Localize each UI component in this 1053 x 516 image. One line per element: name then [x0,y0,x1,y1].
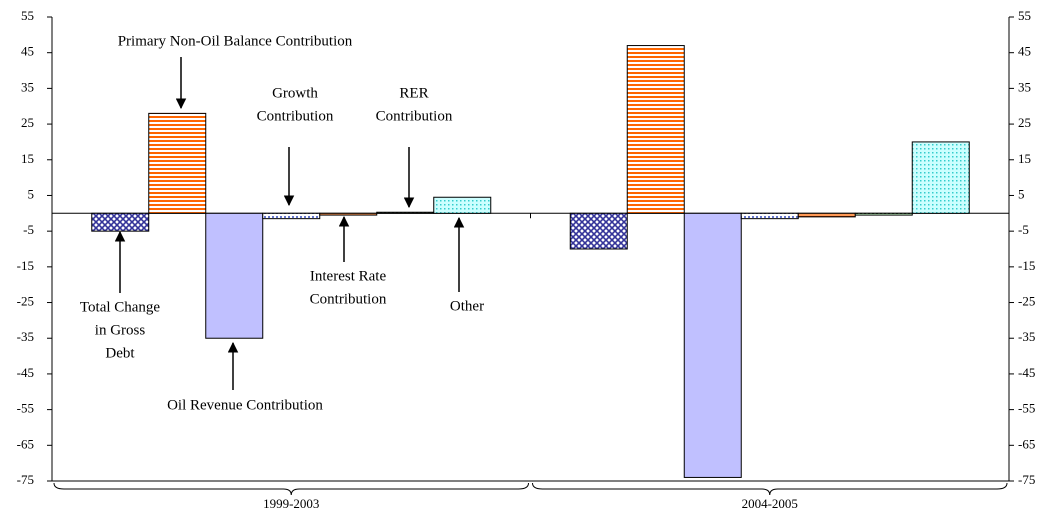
bar [205,212,264,339]
bar [376,211,435,214]
y-tick-label: 35 [21,79,34,94]
annotation: Contribution [257,108,334,124]
bar [911,141,970,214]
bar [433,196,492,214]
annotation: Contribution [310,291,387,307]
y2-tick-label: 25 [1018,115,1031,130]
y2-tick-label: -45 [1018,365,1035,380]
annotation: Contribution [376,108,453,124]
y-tick-label: 15 [21,151,34,166]
y-tick-label: 45 [21,44,34,59]
bar [262,212,321,220]
x-tick-label: 2004-2005 [742,496,798,511]
y-tick-label: -25 [17,294,34,309]
y-tick-label: -15 [17,258,34,273]
annotation: Primary Non-Oil Balance Contribution [118,33,353,49]
bar [569,212,628,250]
bar [626,45,685,214]
y-tick-label: 55 [21,8,34,23]
bar [854,212,913,216]
bar [740,212,799,220]
y2-tick-label: -35 [1018,329,1035,344]
category-brace [53,482,529,496]
annotation: Other [450,298,484,314]
y2-tick-label: 55 [1018,8,1031,23]
bar [91,212,150,232]
y-tick-label: -65 [17,436,34,451]
y-tick-label: -55 [17,401,34,416]
bar [319,212,378,216]
annotation: Interest Rate [310,268,387,284]
y2-tick-label: -25 [1018,294,1035,309]
bar [148,112,207,214]
y2-tick-label: 35 [1018,79,1031,94]
y-tick-label: 25 [21,115,34,130]
y2-tick-label: 5 [1018,186,1025,201]
annotation: Debt [105,345,135,361]
y2-tick-label: -55 [1018,401,1035,416]
y2-tick-label: -75 [1018,472,1035,487]
annotation: Oil Revenue Contribution [167,397,323,413]
annotation: Total Change [80,299,161,315]
annotation: Growth [272,85,318,101]
bar [797,212,856,218]
y2-tick-label: 45 [1018,44,1031,59]
y-tick-label: -5 [23,222,34,237]
x-tick-label: 1999-2003 [263,496,319,511]
category-brace [532,482,1008,496]
y-tick-label: -35 [17,329,34,344]
y-tick-label: -75 [17,472,34,487]
y2-tick-label: -5 [1018,222,1029,237]
annotation: in Gross [95,322,146,338]
y-tick-label: 5 [28,186,35,201]
y2-tick-label: -65 [1018,436,1035,451]
annotation: RER [399,85,428,101]
y2-tick-label: 15 [1018,151,1031,166]
y-tick-label: -45 [17,365,34,380]
bar [683,212,742,478]
y2-tick-label: -15 [1018,258,1035,273]
